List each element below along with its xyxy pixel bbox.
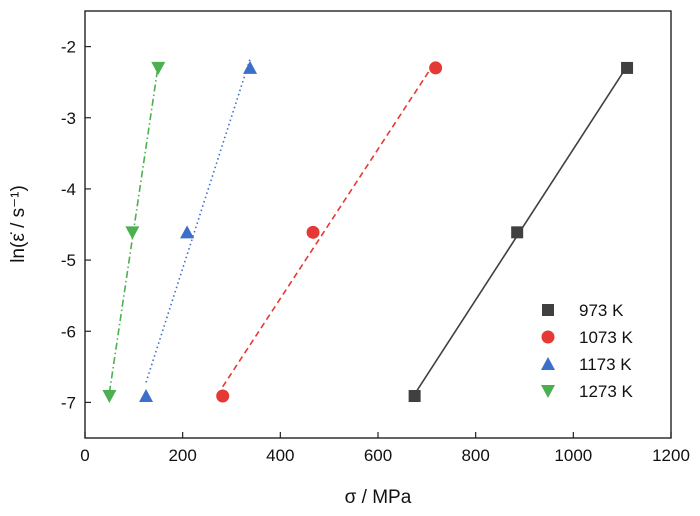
x-axis-ticks: 0 200 400 600 800 1000 1200 [80,432,690,465]
x-tick-label: 600 [364,446,392,465]
fit-line [222,60,437,388]
y-tick-label: -2 [61,38,76,57]
legend-label: 1273 K [579,382,634,401]
y-tick-label: -7 [61,393,76,412]
legend-label: 973 K [579,301,624,320]
legend-label: 1073 K [579,328,634,347]
x-tick-label: 400 [266,446,294,465]
y-tick-label: -6 [61,322,76,341]
data-point [429,61,443,75]
x-tick-label: 200 [168,446,196,465]
legend: 973 K 1073 K 1173 K 1273 K [541,301,634,401]
data-point [621,61,634,74]
data-point [125,226,140,240]
data-point [216,389,230,403]
x-tick-label: 800 [461,446,489,465]
data-point [151,61,166,75]
legend-marker [542,304,554,316]
legend-marker [541,357,555,370]
y-tick-label: -3 [61,109,76,128]
y-tick-label: -5 [61,251,76,270]
x-axis-label: σ / MPa [345,487,412,508]
x-tick-label: 1200 [652,446,690,465]
y-axis-ticks: -2 -3 -4 -5 -6 -7 [61,38,91,412]
data-point [306,225,320,239]
fit-line [145,58,251,383]
data-point [408,390,421,403]
legend-marker [541,330,555,344]
legend-marker [541,385,555,398]
x-tick-label: 1000 [554,446,592,465]
data-point [180,225,195,239]
data-point [139,389,154,403]
x-tick-label: 0 [80,446,89,465]
data-point [243,60,258,74]
y-tick-label: -4 [61,180,76,199]
y-axis-label: ln(ε̇ / s⁻¹) [8,185,29,263]
data-points [102,60,634,404]
data-point [102,390,117,404]
data-point [511,226,524,239]
legend-label: 1173 K [579,355,632,374]
